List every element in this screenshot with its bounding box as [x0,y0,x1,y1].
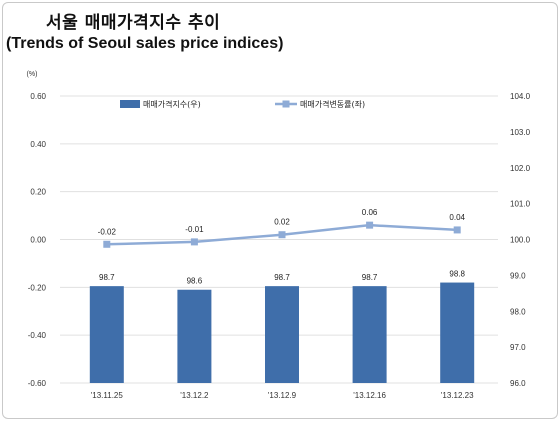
line-value-label: 0.04 [449,213,465,222]
bar [89,286,124,383]
right-tick-label: 97.0 [510,343,526,352]
line-value-label: -0.02 [98,227,117,236]
chart-title: 서울 매매가격지수 추이 [46,13,221,33]
line-point [366,221,374,229]
line-value-label: -0.01 [185,225,204,234]
right-tick-label: 99.0 [510,271,526,280]
left-tick-label: -0.60 [28,379,47,388]
line-point [103,240,111,248]
left-tick-label: -0.20 [28,283,47,292]
x-tick-label: '13.12.2 [180,391,209,400]
right-tick-label: 100.0 [510,236,531,245]
right-tick-label: 96.0 [510,379,526,388]
left-tick-label: 0.20 [30,188,46,197]
bar [265,286,299,383]
bar-value-label: 98.8 [449,270,465,279]
right-tick-label: 103.0 [510,128,531,137]
line-value-label: 0.02 [274,218,290,227]
legend-swatch-bar [120,100,140,108]
legend-label-bar: 매매가격지수(우) [143,99,201,109]
x-tick-label: '13.11.25 [91,391,124,400]
bar [177,289,212,383]
line-point [278,231,286,239]
line-value-label: 0.06 [362,208,378,217]
bar [352,286,387,383]
bar-value-label: 98.7 [99,273,115,282]
line-point [453,226,461,234]
chart-subtitle: (Trends of Seoul sales price indices) [6,35,284,52]
right-tick-label: 101.0 [510,200,531,209]
left-tick-label: 0.40 [30,140,46,149]
legend-label-line: 매매가격변동률(좌) [300,99,365,109]
left-axis-unit: (%) [27,71,38,78]
right-tick-label: 98.0 [510,307,526,316]
x-tick-label: '13.12.9 [268,391,297,400]
left-tick-label: 0.00 [30,236,46,245]
x-tick-label: '13.12.16 [353,391,386,400]
left-tick-label: -0.40 [28,331,47,340]
bar-value-label: 98.7 [362,273,378,282]
bar [440,282,475,383]
line-point [190,238,198,246]
bar-value-label: 98.6 [187,277,203,286]
right-tick-label: 104.0 [510,92,531,101]
x-tick-label: '13.12.23 [441,391,474,400]
right-tick-label: 102.0 [510,164,531,173]
left-tick-label: 0.60 [30,92,46,101]
bar-value-label: 98.7 [274,273,290,282]
legend-marker-line [282,100,290,108]
